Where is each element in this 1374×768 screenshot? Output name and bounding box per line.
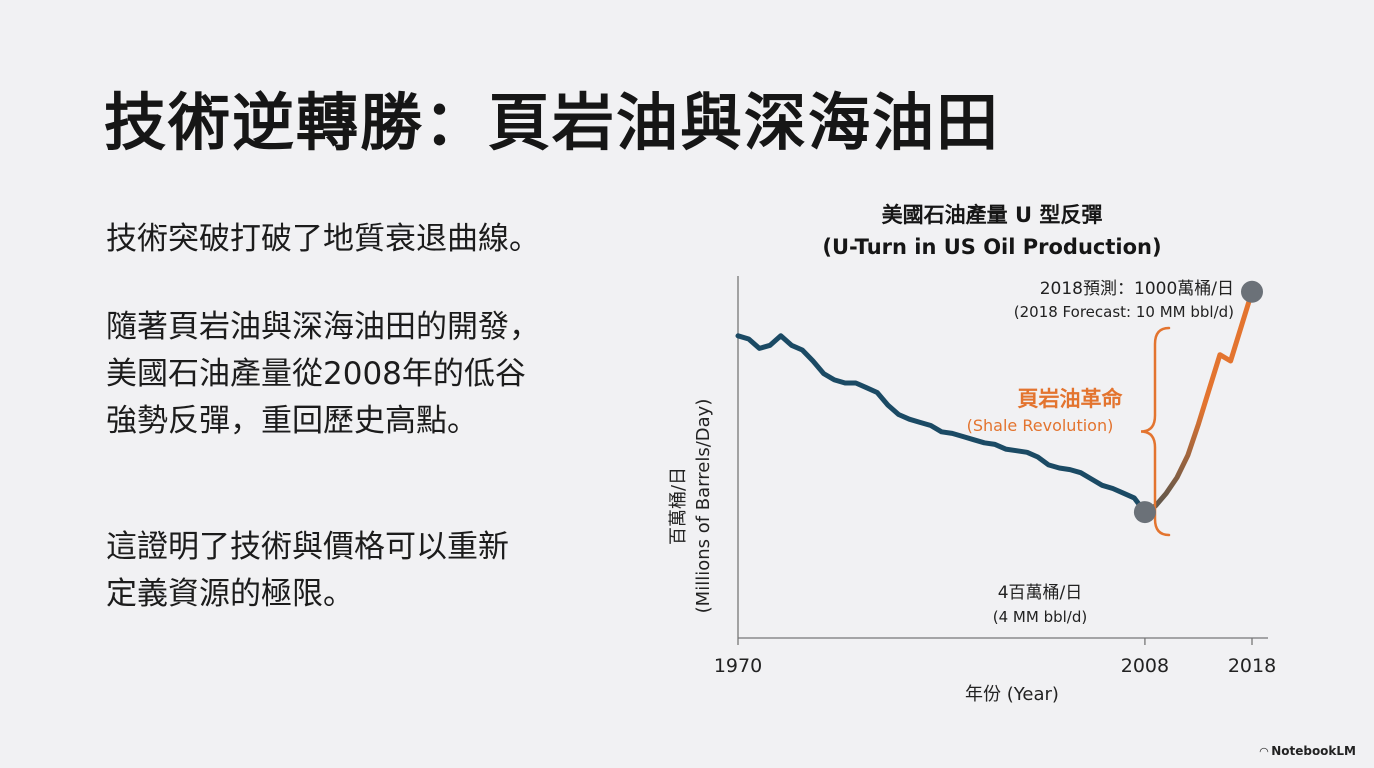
body-line: 隨著頁岩油與深海油田的開發，: [106, 309, 540, 345]
y-axis-label-en: (Millions of Barrels/Day): [693, 399, 714, 614]
peak-label: 2018預測：1000萬桶/日: [1040, 279, 1234, 299]
body-line: 技術突破打破了地質衰退曲線。: [106, 221, 540, 257]
x-ticks: 1970 2008 2018: [714, 638, 1276, 677]
chart-title: 美國石油產量 U 型反彈: [882, 203, 1103, 227]
body-line: 這證明了技術與價格可以重新: [106, 529, 509, 565]
rebound-series-line: [1142, 289, 1255, 515]
trough-label: 4百萬桶/日: [998, 583, 1083, 603]
peak-sublabel: (2018 Forecast: 10 MM bbl/d): [1014, 303, 1234, 321]
brand-watermark: ◠ NotebookLM: [1260, 744, 1356, 758]
body-line: 定義資源的極限。: [106, 576, 354, 612]
body-paragraph-2: 隨著頁岩油與深海油田的開發， 美國石油產量從2008年的低谷 強勢反彈，重回歷史…: [106, 304, 666, 445]
x-tick-label: 1970: [714, 655, 762, 677]
decline-series-line: [735, 333, 1148, 515]
body-line: 強勢反彈，重回歷史高點。: [106, 403, 478, 439]
shale-sublabel: (Shale Revolution): [967, 416, 1114, 435]
chart-subtitle: (U-Turn in US Oil Production): [822, 235, 1161, 259]
x-tick-label: 2018: [1228, 655, 1276, 677]
x-tick-label: 2008: [1121, 655, 1169, 677]
body-paragraph-1: 技術突破打破了地質衰退曲線。: [106, 216, 666, 263]
page-title: 技術逆轉勝：頁岩油與深海油田: [104, 86, 1001, 159]
x-axis-label: 年份 (Year): [965, 684, 1059, 705]
notebooklm-logo-icon: ◠: [1259, 745, 1269, 758]
peak-marker: [1241, 280, 1263, 303]
oil-production-chart: 美國石油產量 U 型反彈 (U-Turn in US Oil Productio…: [668, 203, 1276, 705]
shale-label: 頁岩油革命: [1018, 387, 1124, 411]
body-line: 美國石油產量從2008年的低谷: [106, 356, 526, 392]
y-axis-label: 百萬桶/日: [668, 467, 689, 545]
trough-sublabel: (4 MM bbl/d): [993, 608, 1087, 626]
brand-label: NotebookLM: [1271, 744, 1356, 758]
trough-marker: [1133, 501, 1156, 524]
shale-brace: [1140, 326, 1171, 537]
body-paragraph-3: 這證明了技術與價格可以重新 定義資源的極限。: [106, 524, 666, 618]
